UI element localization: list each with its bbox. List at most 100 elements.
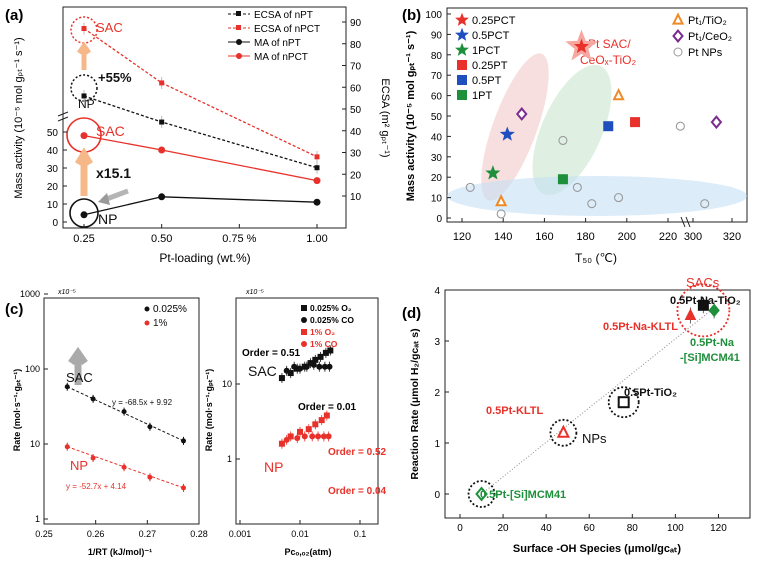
panel-b-axis-break — [680, 216, 691, 228]
panel-b-ylabel: Mass activity (10⁻⁵ mol gₚₜ⁻¹ s⁻¹) — [405, 30, 417, 201]
y-tick-label: 1000 — [20, 289, 40, 299]
data-point — [323, 412, 330, 419]
legend-label: 0.5PT — [472, 75, 502, 87]
data-point — [181, 438, 186, 444]
x-tick-label: 0.28 — [190, 529, 208, 539]
data-point — [297, 428, 303, 435]
highlight-label-line2: CeOₓ-TiO₂ — [580, 53, 636, 67]
panel-c-left-frame — [43, 297, 200, 525]
y-tick-label: 20 — [47, 182, 59, 193]
data-point — [159, 80, 165, 86]
y-tick-label: 50 — [47, 128, 59, 139]
y-tick-label-right: 60 — [350, 83, 362, 94]
y-tick-label: 10 — [30, 439, 40, 449]
panel-c-left-legend: 0.025% 1% — [144, 304, 187, 329]
data-point — [283, 436, 290, 443]
panel-b-plot: 120 140 160 180 200 220 300 320 0 10 20 30 40 50 60 70 8… — [425, 10, 741, 243]
data-point — [321, 363, 328, 370]
legend-marker — [144, 320, 150, 326]
y-tick-label: 0 — [52, 218, 58, 229]
pt-np-point — [700, 199, 710, 209]
y-tick-label: 20 — [431, 173, 443, 184]
legend-label: 1% CO — [310, 339, 338, 349]
fit-black: y = -68.5x + 9.92 — [112, 398, 173, 407]
y-tick-label: 30 — [431, 153, 443, 164]
panel-d-xlabel: Surface -OH Species (μmol/gᴄₐₜ) — [513, 543, 682, 555]
x-tick-label: 100 — [667, 523, 684, 534]
data-point — [313, 177, 321, 185]
panel-a-ylabel-right: ECSA (m² gₚₜ⁻¹) — [379, 78, 391, 157]
data-point — [121, 464, 127, 470]
legend-marker — [672, 29, 684, 43]
arrow-up-icon — [68, 346, 88, 385]
legend-marker — [144, 306, 150, 312]
legend-label: Pt₁/TiO₂ — [688, 15, 727, 27]
order-label: Order = 0.51 — [242, 348, 301, 359]
x-tick-label: 60 — [584, 523, 596, 534]
x-tick-label: 300 — [684, 231, 702, 243]
point-label: -[Si]MCM41 — [680, 352, 740, 364]
data-point — [287, 370, 294, 377]
point-label: 0.5Pt-[Si]MCM41 — [480, 489, 566, 501]
x-tick-label: 180 — [576, 231, 594, 243]
x-tick-label: 120 — [710, 523, 727, 534]
data-point — [573, 38, 590, 54]
arrow-up-icon — [74, 147, 94, 196]
data-point — [556, 424, 571, 438]
x-tick-label: 0.001 — [229, 529, 252, 539]
x-tick-label: 120 — [453, 231, 471, 243]
panel-c-right-xlabel: Pᴄₒ,ₒ₂(atm) — [285, 547, 332, 557]
y-tick-label: 70 — [431, 71, 443, 82]
data-point — [291, 363, 298, 370]
legend-marker — [457, 75, 467, 85]
x-tick-label: 1.00 — [306, 233, 327, 245]
y-tick-label: 1 — [227, 454, 232, 464]
data-point — [495, 194, 508, 207]
x-tick-label: 80 — [627, 523, 639, 534]
x-tick-label: 140 — [494, 231, 512, 243]
panel-b-frame — [446, 7, 748, 223]
highlight-circle — [607, 386, 640, 419]
data-point — [315, 433, 322, 440]
data-point — [81, 93, 87, 99]
legend-marker — [457, 90, 467, 100]
x-tick-label: 220 — [659, 231, 677, 243]
panel-b-label: (b) — [402, 7, 421, 24]
y-tick-label: 80 — [431, 51, 443, 62]
pt-np-point — [572, 182, 582, 192]
x-tick-label: 20 — [498, 523, 510, 534]
legend-label: 0.025% — [153, 304, 187, 315]
legend-label: 1PCT — [472, 45, 500, 57]
annotation-np-top: NP — [78, 97, 95, 111]
legend-marker — [455, 42, 469, 56]
x-tick-label: 40 — [541, 523, 553, 534]
legend-label: MA of nPCT — [254, 52, 308, 63]
pt-np-point — [465, 182, 475, 192]
panel-d-plot: 0 20 40 60 80 100 120 0 1 2 3 4 — [434, 283, 731, 534]
order-label: Order = 0.04 — [328, 486, 387, 497]
data-point — [301, 433, 308, 440]
pt-np-point — [614, 193, 624, 203]
y-tick-label: 2 — [434, 388, 440, 399]
panel-d: (d) Reaction Rate (μmol H₂/gᴄₐₜ s) Surfa… — [402, 275, 751, 555]
panel-c-right: Rate (mol·s⁻¹·gₚₜ⁻¹) x10⁻⁵ Pᴄₒ,ₒ₂(atm) O… — [204, 289, 387, 557]
data-point — [147, 424, 153, 430]
data-point — [90, 396, 96, 402]
sac-highlight-circle — [676, 283, 731, 338]
y-tick-label: 1 — [434, 439, 440, 450]
series-line — [83, 196, 318, 216]
y-tick-label: 10 — [431, 194, 443, 205]
data-point — [287, 433, 294, 440]
data-point — [278, 440, 285, 447]
panel-c-right-frame — [235, 297, 379, 525]
panel-c-left-yscale: x10⁻⁵ — [57, 289, 76, 296]
data-point — [316, 363, 323, 370]
panel-d-frame — [444, 289, 751, 519]
legend-label: ECSA of nPCT — [254, 24, 320, 35]
x-tick-label: 320 — [723, 231, 741, 243]
point-label: 0.5Pt-Na-KLTL — [603, 321, 678, 333]
annotation-sac-c2: SAC — [248, 363, 277, 379]
legend-marker — [301, 341, 307, 347]
point-label: 0.5Pt-KLTL — [486, 405, 544, 417]
panel-a-plot: 0.25 0.50 0.75 % 1.00 0 10 20 30 40 50 10 20 30 40 50 6… — [47, 18, 362, 245]
